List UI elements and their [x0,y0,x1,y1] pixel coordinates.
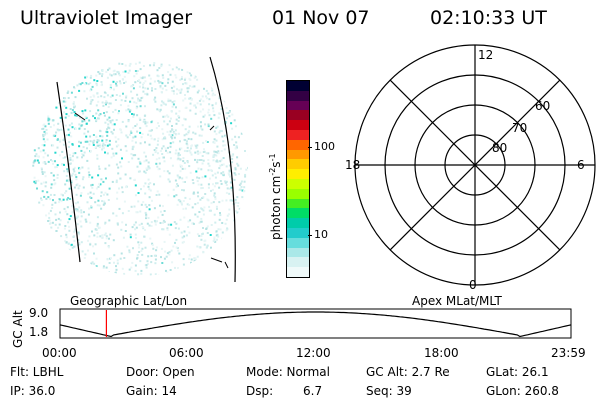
apex-label: Apex MLat/MLT [412,294,502,308]
time-label: 02:10:33 UT [430,7,547,29]
x-tick-label: 18:00 [424,346,459,360]
coastline-mark [74,112,86,121]
mlt-label-0: 0 [469,278,477,292]
timeline-frame [59,308,572,339]
x-tick-label: 23:59 [551,346,586,360]
gain-info: Gain: 14 [126,384,177,398]
meridian-diagonal [389,79,561,251]
mlt-label-12: 12 [478,48,493,62]
colorbar-stripe [287,139,309,150]
uv-intensity-speckles [32,61,248,276]
glat-info: GLat: 26.1 [486,365,549,379]
colorbar-stripe [287,178,309,189]
colorbar-stripe [287,90,309,101]
colorbar-stripe [287,208,309,219]
mode-info: Mode: Normal [246,365,330,379]
colorbar-stripe [287,110,309,121]
date-label: 01 Nov 07 [272,7,370,29]
lat-label-80: 80 [492,141,507,155]
colorbar-stripe [287,267,309,277]
geographic-label: Geographic Lat/Lon [70,294,188,308]
coastline-mark [224,261,229,269]
x-tick-label: 06:00 [169,346,204,360]
glon-info: GLon: 260.8 [486,384,559,398]
x-tick-label: 12:00 [296,346,331,360]
dsp-label: Dsp: [246,384,274,398]
intensity-colorbar [286,80,310,278]
colorbar-stripe [287,247,309,258]
colorbar-stripe [287,237,309,248]
colorbar-stripe [287,198,309,209]
lat-label-60: 60 [535,99,550,113]
door-info: Door: Open [126,365,195,379]
colorbar-stripe [287,129,309,140]
colorbar-tick-label: 100 [314,140,335,153]
colorbar-stripe [287,188,309,199]
y-tick-label: 9.0 [29,306,49,320]
altitude-curve [59,311,572,338]
lat-label-70: 70 [512,121,527,135]
colorbar-stripe [287,169,309,179]
filter-info: Flt: LBHL [10,365,64,379]
colorbar-stripe [287,227,309,238]
colorbar-tick-100 [308,147,312,148]
colorbar-tick-label: 10 [314,228,328,241]
colorbar-stripe [287,81,309,91]
coastline-mark [209,125,215,131]
left-terminator-line [56,81,81,263]
coastline-mark [210,257,223,263]
colorbar-tick-10 [308,235,312,236]
colorbar-stripe [287,159,309,170]
x-tick-label: 00:00 [42,346,77,360]
mlt-label-6: 6 [577,158,585,172]
instrument-title: Ultraviolet Imager [20,7,193,29]
ip-info: IP: 36.0 [10,384,56,398]
gc-alt-info: GC Alt: 2.7 Re [366,365,450,379]
colorbar-stripe [287,100,309,111]
colorbar-stripe [287,120,309,130]
colorbar-stripe [287,218,309,228]
y-tick-label: 1.8 [29,325,49,339]
right-terminator-line [209,56,236,283]
colorbar-stripe [287,257,309,268]
dsp-value: 6.7 [303,384,323,398]
seq-info: Seq: 39 [366,384,412,398]
mlt-label-18: 18 [345,158,360,172]
colorbar-stripe [287,149,309,160]
